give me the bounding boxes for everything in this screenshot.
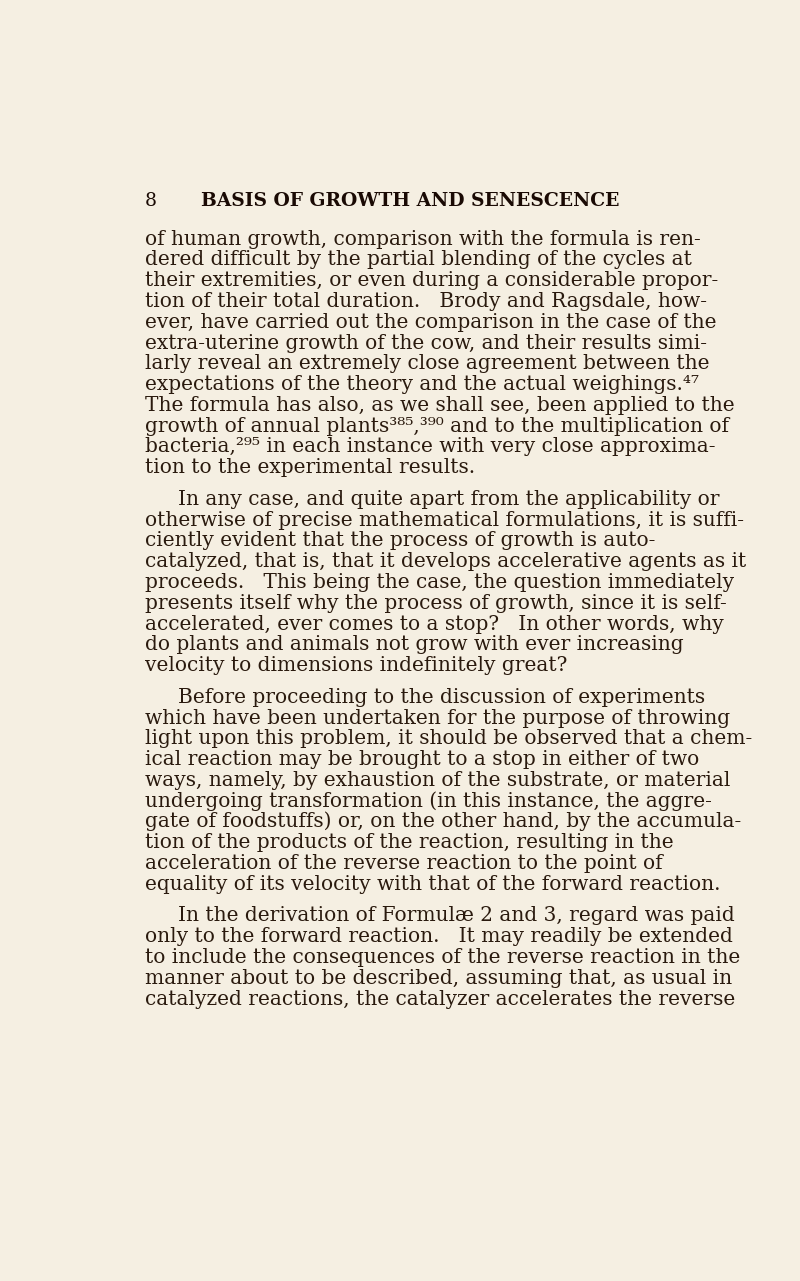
Text: In any case, and quite apart from the applicability or: In any case, and quite apart from the ap… [178, 489, 719, 509]
Text: The formula has also, as we shall see, been applied to the: The formula has also, as we shall see, b… [145, 396, 734, 415]
Text: tion to the experimental results.: tion to the experimental results. [145, 459, 475, 478]
Text: catalyzed reactions, the catalyzer accelerates the reverse: catalyzed reactions, the catalyzer accel… [145, 989, 735, 1008]
Text: equality of its velocity with that of the forward reaction.: equality of its velocity with that of th… [145, 875, 721, 894]
Text: of human growth, comparison with the formula is ren-: of human growth, comparison with the for… [145, 229, 701, 249]
Text: 8: 8 [145, 192, 157, 210]
Text: In the derivation of Formulæ 2 and 3, regard was paid: In the derivation of Formulæ 2 and 3, re… [178, 907, 734, 925]
Text: undergoing transformation (in this instance, the aggre-: undergoing transformation (in this insta… [145, 792, 712, 811]
Text: presents itself why the process of growth, since it is self-: presents itself why the process of growt… [145, 594, 726, 612]
Text: only to the forward reaction.   It may readily be extended: only to the forward reaction. It may rea… [145, 927, 733, 947]
Text: Before proceeding to the discussion of experiments: Before proceeding to the discussion of e… [178, 688, 705, 707]
Text: expectations of the theory and the actual weighings.⁴⁷: expectations of the theory and the actua… [145, 375, 699, 395]
Text: tion of their total duration.   Brody and Ragsdale, how-: tion of their total duration. Brody and … [145, 292, 707, 311]
Text: manner about to be described, assuming that, as usual in: manner about to be described, assuming t… [145, 968, 732, 988]
Text: extra-uterine growth of the cow, and their results simi-: extra-uterine growth of the cow, and the… [145, 333, 707, 352]
Text: catalyzed, that is, that it develops accelerative agents as it: catalyzed, that is, that it develops acc… [145, 552, 746, 571]
Text: light upon this problem, it should be observed that a chem-: light upon this problem, it should be ob… [145, 729, 752, 748]
Text: velocity to dimensions indefinitely great?: velocity to dimensions indefinitely grea… [145, 656, 567, 675]
Text: dered difficult by the partial blending of the cycles at: dered difficult by the partial blending … [145, 250, 692, 269]
Text: their extremities, or even during a considerable propor-: their extremities, or even during a cons… [145, 272, 718, 291]
Text: acceleration of the reverse reaction to the point of: acceleration of the reverse reaction to … [145, 854, 662, 874]
Text: ways, namely, by exhaustion of the substrate, or material: ways, namely, by exhaustion of the subst… [145, 771, 730, 790]
Text: tion of the products of the reaction, resulting in the: tion of the products of the reaction, re… [145, 833, 674, 852]
Text: to include the consequences of the reverse reaction in the: to include the consequences of the rever… [145, 948, 740, 967]
Text: larly reveal an extremely close agreement between the: larly reveal an extremely close agreemen… [145, 355, 710, 373]
Text: gate of foodstuffs) or, on the other hand, by the accumula-: gate of foodstuffs) or, on the other han… [145, 812, 742, 831]
Text: ever, have carried out the comparison in the case of the: ever, have carried out the comparison in… [145, 313, 717, 332]
Text: bacteria,²⁹⁵ in each instance with very close approxima-: bacteria,²⁹⁵ in each instance with very … [145, 438, 715, 456]
Text: BASIS OF GROWTH AND SENESCENCE: BASIS OF GROWTH AND SENESCENCE [201, 192, 619, 210]
Text: otherwise of precise mathematical formulations, it is suffi-: otherwise of precise mathematical formul… [145, 511, 744, 529]
Text: proceeds.   This being the case, the question immediately: proceeds. This being the case, the quest… [145, 573, 734, 592]
Text: do plants and animals not grow with ever increasing: do plants and animals not grow with ever… [145, 635, 683, 655]
Text: ical reaction may be brought to a stop in either of two: ical reaction may be brought to a stop i… [145, 751, 699, 769]
Text: growth of annual plants³⁸⁵,³⁹⁰ and to the multiplication of: growth of annual plants³⁸⁵,³⁹⁰ and to th… [145, 416, 729, 436]
Text: ciently evident that the process of growth is auto-: ciently evident that the process of grow… [145, 532, 655, 551]
Text: accelerated, ever comes to a stop?   In other words, why: accelerated, ever comes to a stop? In ot… [145, 615, 724, 634]
Text: which have been undertaken for the purpose of throwing: which have been undertaken for the purpo… [145, 708, 730, 728]
